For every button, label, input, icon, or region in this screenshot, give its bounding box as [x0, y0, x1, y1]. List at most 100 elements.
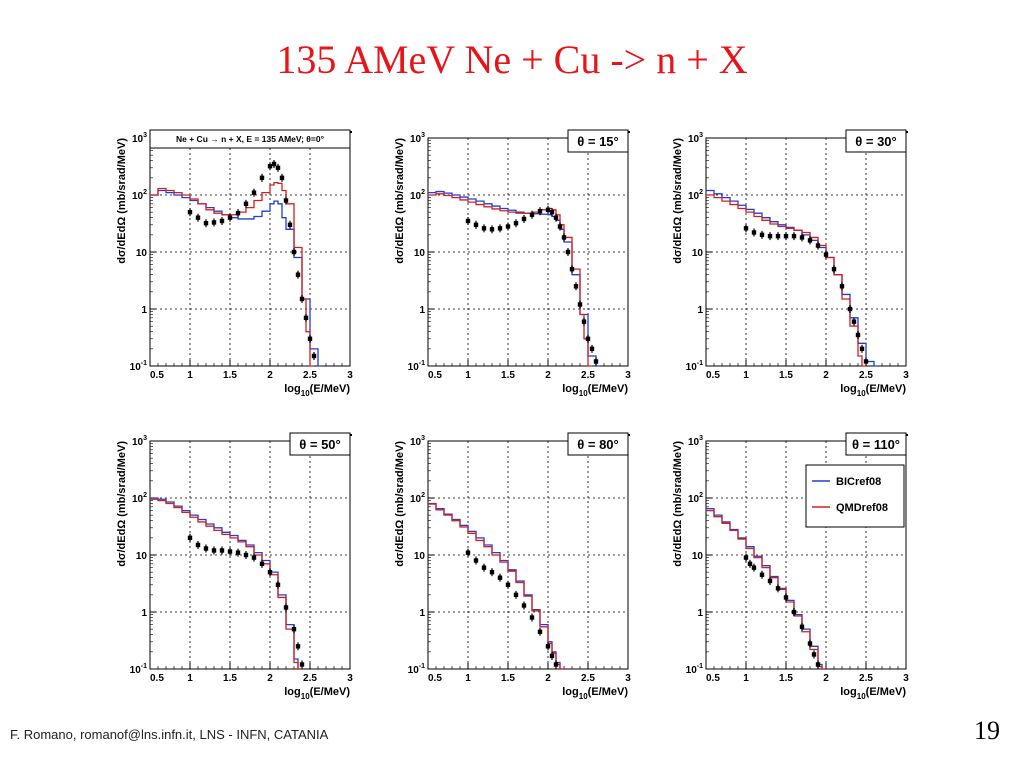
y-tick-label: 103	[410, 435, 425, 448]
y-tick-label: 10	[414, 551, 426, 562]
x-tick-label: 0.5	[150, 673, 164, 684]
x-tick-label: 1	[465, 673, 471, 684]
data-point	[243, 552, 249, 558]
data-point	[537, 629, 543, 634]
series-line-bicref08	[706, 189, 878, 367]
data-point	[561, 235, 567, 240]
data-point	[505, 224, 511, 229]
x-tick-label: 1.5	[779, 370, 793, 381]
data-point	[227, 215, 233, 220]
data-point	[235, 210, 241, 216]
x-tick-label: 2	[823, 673, 829, 684]
data-point	[489, 227, 495, 232]
panel-title: Ne + Cu → n + X, E = 135 AMeV; θ=0°	[176, 134, 325, 144]
y-tick-label: 10-1	[686, 663, 703, 676]
data-point	[195, 215, 201, 220]
x-tick-label: 1.5	[223, 673, 237, 684]
y-tick-label: 10-1	[686, 360, 703, 373]
data-point	[577, 302, 583, 307]
y-tick-label: 1	[141, 608, 147, 619]
data-point	[553, 215, 559, 220]
series-line-bicref08	[428, 190, 600, 367]
data-point	[497, 575, 503, 580]
data-point	[481, 565, 487, 570]
plot-panel-theta-50: 0.5 1 1.5 2 2.5 3 10-1 1 10 102 103 log10(E/MeV) dσ/…	[116, 432, 353, 701]
data-point	[211, 548, 217, 553]
data-point	[565, 249, 571, 255]
x-tick-label: 2.5	[303, 673, 317, 684]
data-point	[521, 603, 527, 608]
plot-panel-theta-30: 0.5 1 1.5 2 2.5 3 10-1 1 10 102 103 log10(E/MeV) dσ/…	[672, 129, 909, 398]
y-tick-label: 10	[136, 248, 148, 259]
data-point	[513, 221, 519, 226]
y-tick-label: 102	[132, 492, 147, 505]
data-point	[859, 346, 865, 352]
data-point	[783, 595, 789, 600]
page-number: 19	[974, 716, 1000, 745]
data-point	[497, 226, 503, 231]
data-point	[743, 226, 749, 231]
data-point	[291, 249, 297, 255]
x-tick-label: 2.5	[303, 370, 317, 381]
x-tick-label: 3	[903, 370, 909, 381]
y-tick-label: 10	[692, 551, 704, 562]
y-tick-label: 103	[688, 132, 703, 145]
series-line-bicref08	[150, 189, 322, 367]
data-point	[747, 561, 753, 567]
data-point	[311, 353, 317, 359]
data-point	[775, 233, 781, 239]
data-point	[267, 569, 273, 575]
data-point	[545, 644, 551, 649]
x-tick-label: 0.5	[706, 673, 720, 684]
data-point	[847, 306, 853, 312]
y-tick-label: 102	[688, 492, 703, 505]
data-point	[259, 561, 265, 567]
data-point	[287, 222, 293, 228]
data-point	[851, 319, 857, 324]
y-tick-label: 1	[697, 608, 703, 619]
data-point	[759, 232, 765, 238]
data-point	[235, 550, 241, 555]
data-point	[529, 615, 535, 620]
y-axis-label: dσ/dEdΩ (mb/srad/MeV)	[672, 138, 684, 264]
data-point	[767, 578, 773, 584]
y-axis-label: dσ/dEdΩ (mb/srad/MeV)	[394, 138, 406, 264]
data-point	[505, 582, 511, 588]
data-point	[283, 605, 289, 610]
data-point	[219, 218, 225, 224]
x-tick-label: 2.5	[859, 370, 873, 381]
x-tick-label: 3	[903, 673, 909, 684]
data-point	[481, 226, 487, 231]
x-tick-label: 2	[267, 673, 273, 684]
data-point	[227, 549, 233, 554]
data-point	[271, 161, 277, 167]
y-tick-label: 103	[132, 132, 147, 145]
panel-title-box	[289, 432, 351, 456]
y-tick-label: 1	[419, 608, 425, 619]
series-line-qmdref08	[150, 181, 314, 367]
data-point	[581, 319, 587, 324]
x-axis-label: log10(E/MeV)	[562, 383, 628, 398]
data-point	[283, 198, 289, 203]
data-point	[291, 626, 297, 632]
panel-title-box	[567, 129, 629, 153]
y-axis-label: dσ/dEdΩ (mb/srad/MeV)	[116, 138, 128, 264]
data-point	[751, 230, 757, 235]
y-tick-label: 10	[692, 248, 704, 259]
data-point	[775, 586, 781, 591]
data-point	[295, 272, 301, 277]
data-point	[585, 336, 591, 342]
x-tick-label: 3	[625, 673, 631, 684]
y-tick-label: 1	[419, 305, 425, 316]
data-point	[767, 233, 773, 239]
x-axis-label: log10(E/MeV)	[840, 383, 906, 398]
data-point	[299, 296, 305, 302]
data-point	[473, 558, 479, 563]
x-tick-label: 1	[743, 370, 749, 381]
x-tick-label: 3	[347, 673, 353, 684]
y-tick-label: 10-1	[408, 360, 425, 373]
data-point	[839, 284, 845, 289]
data-point	[259, 175, 265, 181]
x-axis-label: log10(E/MeV)	[284, 686, 350, 701]
x-tick-label: 2.5	[581, 673, 595, 684]
